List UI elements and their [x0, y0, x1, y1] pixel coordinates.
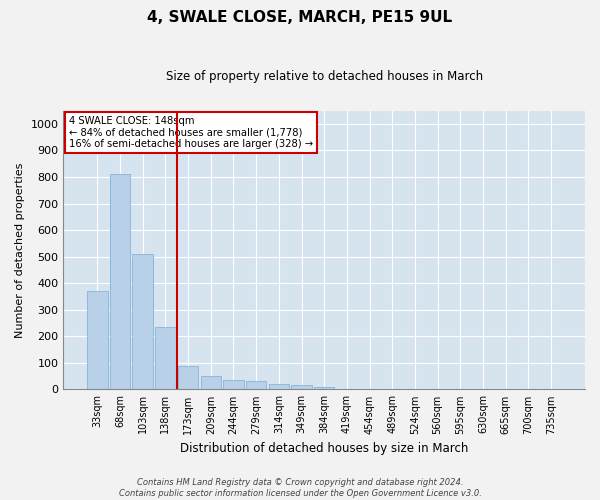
Bar [87, 291, 107, 390]
X-axis label: Distribution of detached houses by size in March: Distribution of detached houses by size … [180, 442, 469, 455]
Title: Size of property relative to detached houses in March: Size of property relative to detached ho… [166, 70, 483, 83]
Bar [246, 382, 266, 390]
Text: 4, SWALE CLOSE, MARCH, PE15 9UL: 4, SWALE CLOSE, MARCH, PE15 9UL [148, 10, 452, 25]
Bar [200, 376, 221, 390]
Bar [133, 254, 153, 390]
Text: 4 SWALE CLOSE: 148sqm
← 84% of detached houses are smaller (1,778)
16% of semi-d: 4 SWALE CLOSE: 148sqm ← 84% of detached … [69, 116, 313, 150]
Bar [110, 174, 130, 390]
Y-axis label: Number of detached properties: Number of detached properties [15, 162, 25, 338]
Bar [155, 327, 176, 390]
Bar [178, 366, 198, 390]
Bar [314, 387, 334, 390]
Bar [223, 380, 244, 390]
Text: Contains HM Land Registry data © Crown copyright and database right 2024.
Contai: Contains HM Land Registry data © Crown c… [119, 478, 481, 498]
Bar [269, 384, 289, 390]
Bar [292, 386, 312, 390]
